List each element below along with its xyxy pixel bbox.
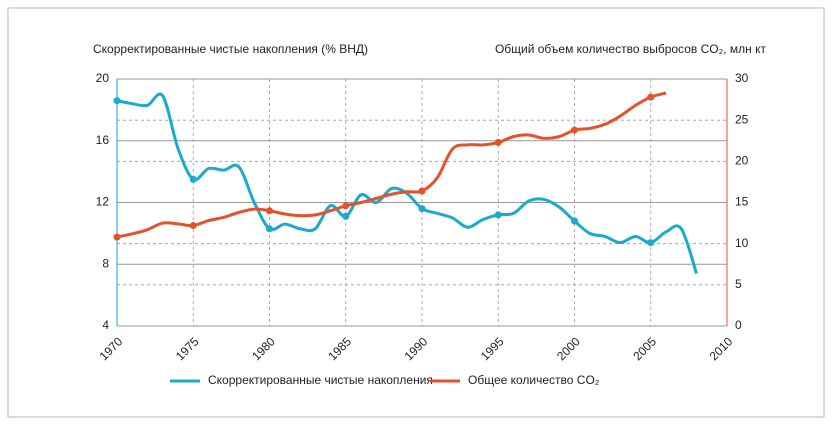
point-marker [647, 239, 655, 247]
point-marker [418, 187, 426, 195]
y-tick-label: 16 [96, 133, 110, 147]
x-tick-label: 2005 [630, 334, 659, 363]
point-marker [342, 212, 350, 220]
point-marker [189, 222, 197, 230]
y2-tick-label: 30 [735, 71, 749, 85]
y2-tick-label: 15 [735, 195, 749, 209]
point-marker [266, 207, 273, 215]
point-marker [113, 97, 121, 105]
series-line [116, 91, 667, 239]
point-marker [113, 233, 121, 241]
x-tick-label: 2000 [554, 334, 583, 363]
point-marker [647, 93, 655, 101]
point-marker [342, 202, 350, 210]
y-axis-title: Скорректированные чистые накопления (% В… [93, 42, 368, 56]
legend-label: Общее количество CO₂ [468, 373, 600, 387]
point-marker [494, 211, 502, 219]
y2-tick-label: 5 [735, 277, 742, 291]
x-tick-label: 1980 [249, 334, 278, 363]
x-tick-label: 1985 [325, 334, 354, 363]
frame [7, 7, 825, 418]
y2-tick-label: 0 [735, 318, 742, 332]
point-marker [418, 205, 426, 213]
y2-axis-title: Общий объем количество выбросов CO₂, млн… [495, 42, 767, 56]
y2-tick-label: 20 [735, 154, 749, 168]
y-tick-label: 4 [102, 318, 109, 332]
point-marker [494, 138, 502, 146]
point-marker [571, 217, 578, 225]
y-tick-label: 20 [96, 71, 110, 85]
point-marker [571, 126, 578, 134]
y2-tick-label: 10 [735, 236, 749, 250]
x-tick-label: 1975 [173, 334, 202, 363]
point-marker [266, 225, 273, 233]
x-tick-label: 1995 [478, 334, 507, 363]
point-marker [189, 175, 197, 183]
x-tick-label: 2010 [707, 334, 736, 363]
x-tick-label: 1990 [402, 334, 431, 363]
legend-label: Скорректированные чистые накопления [208, 373, 433, 387]
x-tick-label: 1970 [97, 334, 126, 363]
y-tick-label: 8 [102, 256, 109, 270]
y2-tick-label: 25 [735, 112, 749, 126]
y-tick-label: 12 [96, 195, 110, 209]
